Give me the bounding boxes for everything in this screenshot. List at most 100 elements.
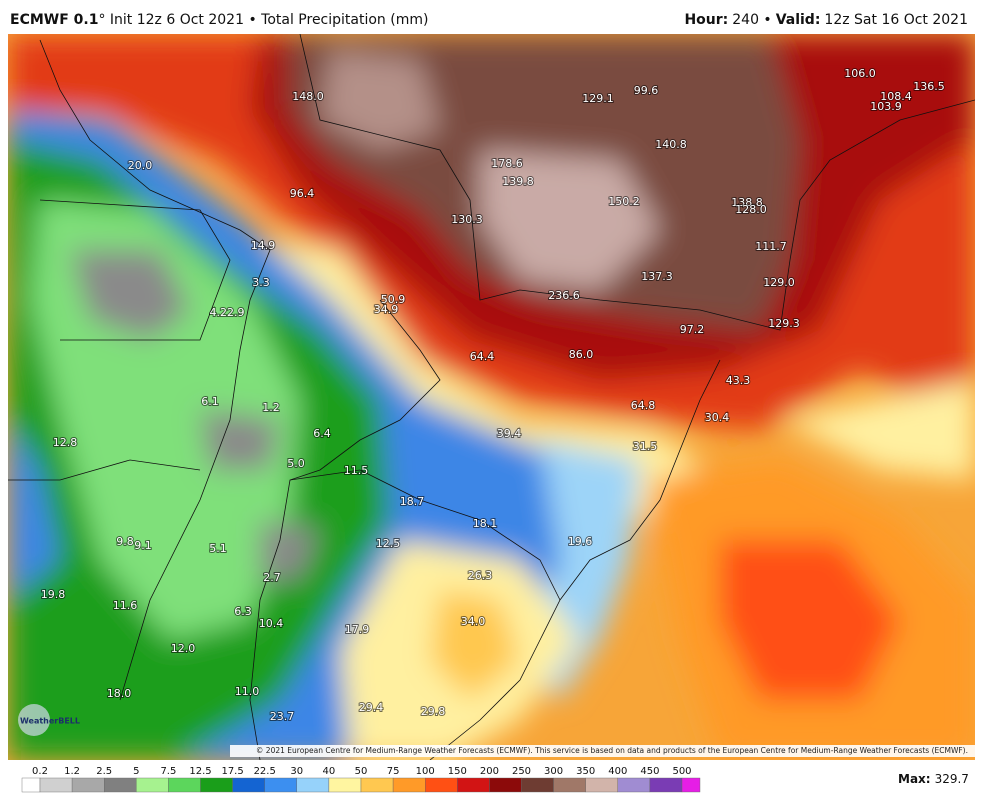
map-value-label: 11.6 (113, 599, 138, 612)
map-value-label: 17.9 (345, 623, 370, 636)
map-value-label: 30.4 (705, 411, 730, 424)
map-value-label: 103.9 (870, 100, 902, 113)
header-title: ECMWF 0.1° Init 12z 6 Oct 2021 • Total P… (10, 12, 428, 28)
colorbar-swatch (457, 777, 490, 793)
colorbar-tick-label: 22.5 (254, 766, 276, 777)
map-value-label: 50.9 (381, 293, 406, 306)
colorbar-swatch (553, 777, 586, 793)
colorbar-swatch (264, 777, 298, 793)
map-value-label: 31.5 (633, 440, 658, 453)
colorbar-swatch (392, 777, 426, 793)
colorbar-swatch (168, 777, 201, 793)
colorbar-tick-label: 350 (576, 766, 595, 777)
map-value-label: 96.4 (290, 187, 315, 200)
map-value-label: 236.6 (548, 289, 580, 302)
colorbar-tick-label: 1.2 (64, 766, 80, 777)
colorbar-tick-label: 17.5 (221, 766, 243, 777)
map-value-label: 29.4 (359, 701, 384, 714)
map-value-label: 99.6 (634, 84, 659, 97)
model: ECMWF 0.1 (10, 12, 98, 28)
map-value-label: 34.0 (461, 615, 486, 628)
map-value-label: 1.2 (262, 401, 280, 414)
map-value-label: 12.8 (53, 436, 78, 449)
map-value-label: 26.3 (468, 569, 493, 582)
map-value-label: 20.0 (128, 159, 153, 172)
title: ° Init 12z 6 Oct 2021 • Total Precipitat… (98, 12, 428, 28)
colorbar-swatch (617, 777, 651, 793)
colorbar-tick-label: 7.5 (160, 766, 176, 777)
hour-value: 240 • (732, 12, 771, 28)
map-value-label: 6.3 (234, 605, 252, 618)
map-value-label: 39.4 (497, 427, 522, 440)
map-value-label: 6.4 (313, 427, 331, 440)
map-value-label: 130.3 (451, 213, 483, 226)
map (8, 34, 975, 760)
map-value-label: 129.1 (582, 92, 614, 105)
colorbar-tick-label: 75 (387, 766, 400, 777)
colorbar-swatch (489, 777, 522, 793)
map-value-label: 5.0 (287, 457, 305, 470)
colorbar-swatch (425, 777, 458, 793)
colorbar-tick-label: 40 (323, 766, 336, 777)
colorbar-swatch (328, 777, 362, 793)
colorbar-swatch (681, 777, 701, 793)
map-value-label: 43.3 (726, 374, 751, 387)
colorbar-tick-label: 200 (480, 766, 499, 777)
colorbar-swatch (71, 777, 105, 793)
map-value-label: 9.8 (116, 535, 134, 548)
colorbar-swatch (232, 777, 265, 793)
map-value-label: 108.4 (880, 90, 912, 103)
colorbar-tick-label: 500 (672, 766, 691, 777)
map-value-label: 10.4 (259, 617, 284, 630)
map-value-label: 19.8 (41, 588, 66, 601)
map-value-label: 111.7 (755, 240, 787, 253)
map-value-label: 34.9 (374, 303, 399, 316)
colorbar-tick-label: 400 (608, 766, 627, 777)
logo: WeatherBELL (18, 704, 80, 736)
map-value-label: 129.3 (768, 317, 800, 330)
colorbar-swatch (136, 777, 169, 793)
colorbar-swatch (649, 777, 683, 793)
header-valid: Hour: 240 • Valid: 12z Sat 16 Oct 2021 (684, 12, 968, 28)
valid-label: Valid: (776, 12, 821, 28)
map-value-label: 12.5 (376, 537, 401, 550)
map-value-label: 129.0 (763, 276, 795, 289)
map-value-label: 4.22.9 (210, 306, 245, 319)
colorbar: 0.2 1.2 2.5 5 7.5 12.5 17.5 22.5 30 40 50 75 100 150 2… (21, 766, 701, 793)
colorbar-tick-label: 50 (355, 766, 368, 777)
map-value-label: 11.0 (235, 685, 260, 698)
map-value-label: 14.9 (251, 239, 276, 252)
colorbar-swatch (360, 777, 394, 793)
colorbar-swatch (39, 777, 73, 793)
colorbar-swatch (585, 777, 619, 793)
map-value-label: 18.1 (473, 517, 498, 530)
map-value-label: 64.4 (470, 350, 495, 363)
map-value-label: 11.5 (344, 464, 369, 477)
colorbar-swatch (296, 777, 330, 793)
colorbar-swatch (521, 777, 554, 793)
map-value-label: 3.3 (252, 276, 270, 289)
map-value-label: 139.8 (502, 175, 534, 188)
colorbar-swatch (21, 777, 41, 793)
map-value-label: 137.3 (641, 270, 673, 283)
map-value-label: 148.0 (292, 90, 324, 103)
map-value-label: 23.7 (270, 710, 295, 723)
map-value-label: 128.0 (735, 203, 767, 216)
map-value-label: 97.2 (680, 323, 705, 336)
map-value-label: 6.1 (201, 395, 219, 408)
colorbar-tick-label: 300 (544, 766, 563, 777)
colorbar-tick-label: 150 (448, 766, 467, 777)
map-value-label: 86.0 (569, 348, 594, 361)
hour-label: Hour: (684, 12, 728, 28)
map-value-label: 136.5 (913, 80, 945, 93)
map-value-label: 9.1 (134, 539, 152, 552)
colorbar-tick-label: 30 (290, 766, 303, 777)
max-value: 329.7 (935, 772, 969, 786)
colorbar-tick-label: 12.5 (189, 766, 211, 777)
colorbar-tick-label: 2.5 (96, 766, 112, 777)
colorbar-tick-label: 0.2 (32, 766, 48, 777)
map-value-label: 18.0 (107, 687, 132, 700)
map-value-label: 29.8 (421, 705, 446, 718)
